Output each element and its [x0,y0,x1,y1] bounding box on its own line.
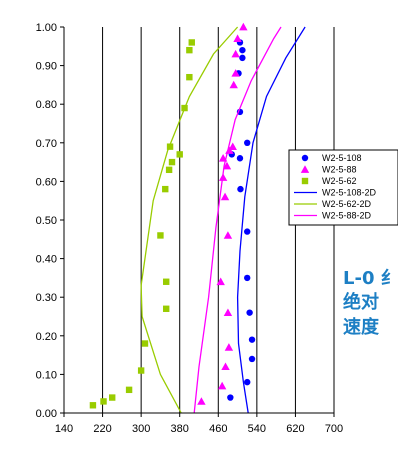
data-point [197,397,206,405]
data-point [239,22,248,31]
data-point [223,308,233,316]
legend-item: W2-5-88-2D [294,211,372,221]
data-point [109,394,116,401]
data-point [237,185,244,193]
legend-item: W2-5-62 [301,176,357,186]
series-W2-5-108 [227,39,256,401]
side-annotation-line1-cn: 纟 [380,268,398,289]
legend-label: W2-5-108 [322,153,362,163]
y-tick-label: 0.30 [36,292,57,304]
legend-swatch [301,177,309,185]
legend-swatch [301,154,309,162]
data-point [248,336,256,343]
data-point [157,232,164,239]
legend-box [288,149,398,226]
legend-item: W2-5-108 [301,153,362,163]
data-point [233,34,242,42]
data-point [231,69,240,77]
series-W2-5-108-2D [236,26,306,414]
y-tick-label: 0.50 [36,215,57,227]
legend-label: W2-5-62 [322,176,357,186]
data-point [221,362,230,371]
series-W2-5-88-2D [193,26,282,414]
data-point [244,139,251,146]
axes [60,26,335,417]
data-point [188,39,195,46]
data-point [186,46,193,54]
data-point [244,274,251,282]
legend-label: W2-5-108-2D [322,188,377,198]
data-point [89,402,97,409]
data-point [224,343,234,351]
legend-item: W2-5-62-2D [294,199,372,209]
series-W2-5-62-2D [140,26,239,414]
side-annotation: L-0 纟 绝对 速度 [343,268,398,339]
data-point [220,192,230,201]
x-tick-label: 300 [132,423,150,435]
data-point [239,54,246,62]
data-point [137,367,145,374]
data-point [125,386,133,394]
data-point [141,340,149,347]
y-tick-label: 0.20 [36,331,57,343]
data-point [246,309,253,316]
legend-label: W2-5-88 [322,165,357,175]
y-tick-label: 0.40 [36,254,57,266]
y-tick-label: 0.10 [36,369,57,381]
data-point [168,158,176,166]
x-tick-label: 620 [286,423,304,435]
y-tick-label: 0.00 [36,408,57,420]
data-point [176,151,183,158]
data-point [244,228,251,235]
data-point [186,73,193,81]
series-line [236,26,306,414]
y-tick-label: 0.70 [36,138,57,150]
legend-item: W2-5-88 [300,165,357,175]
data-point [248,355,256,363]
data-point [229,80,238,89]
side-annotation-line3: 速度 [343,317,379,338]
x-tick-label: 540 [248,423,266,435]
data-point [165,166,173,174]
side-annotation-line2: 绝对 [343,292,379,313]
x-tick-label: 220 [93,423,111,435]
data-point [163,278,170,285]
data-point [162,185,169,193]
legend-label: W2-5-88-2D [322,211,372,221]
data-point [227,394,234,401]
plot-series [89,22,306,414]
data-point [231,49,240,58]
x-tick-label: 700 [325,423,343,435]
data-point [216,277,225,286]
y-tick-label: 0.80 [36,99,57,111]
data-point [228,142,237,151]
series-line [140,26,239,414]
legend-swatch [300,165,310,173]
side-annotation-line1: L-0 [343,268,381,289]
data-point [100,398,107,405]
tick-labels: 140 220 300 380 460 540 620 700 0.00 0.10 0.20 0.30… [36,22,344,435]
data-point [217,381,227,390]
series-W2-5-62 [89,39,195,409]
data-point [239,46,246,54]
data-point [222,161,232,170]
y-tick-label: 0.90 [36,61,57,73]
x-tick-label: 460 [209,423,227,435]
data-point [223,231,233,239]
legend-item: W2-5-108-2D [294,188,377,198]
data-point [166,143,174,150]
x-tick-label: 140 [55,423,73,435]
data-point [244,378,251,386]
y-tick-label: 1.00 [36,22,57,34]
x-tick-label: 380 [171,423,189,435]
data-point [236,155,244,162]
data-point [163,305,170,312]
series-line [193,26,282,414]
legend-label: W2-5-62-2D [322,199,372,209]
y-tick-label: 0.60 [36,176,57,188]
